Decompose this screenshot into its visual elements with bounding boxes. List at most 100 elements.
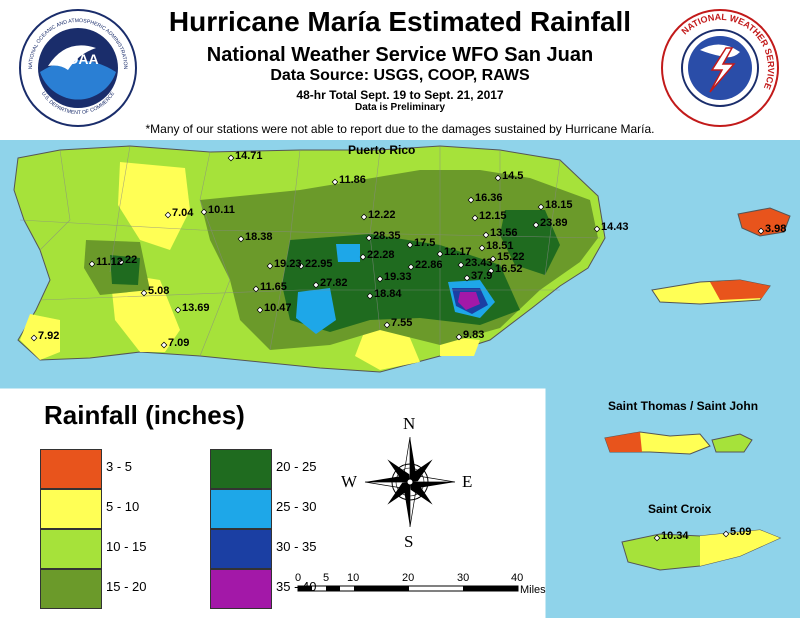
station-marker [478,244,486,252]
station-marker [88,260,96,268]
station-marker [237,235,245,243]
station-value: 7.92 [38,330,60,342]
legend-swatch [40,569,102,609]
noaa-logo: NOAA NATIONAL OCEANIC AND ATMOSPHERIC AD… [19,9,137,127]
compass-rose [364,436,456,528]
legend-label: 15 - 20 [106,579,147,594]
station-value: 14.5 [502,170,524,182]
station-marker [494,174,502,182]
legend-swatch [210,489,272,529]
station-marker [455,333,463,341]
station-marker [376,275,384,283]
data-source: Data Source: USGS, COOP, RAWS [270,67,530,84]
station-value: 7.55 [391,317,413,329]
station-marker [593,225,601,233]
station-value: 22 [125,254,138,266]
station-value: 22.86 [415,259,443,271]
culebra-island [737,207,791,237]
station-value: 18.38 [245,231,273,243]
station-value: 14.43 [601,221,629,233]
station-value: 11.12 [96,256,123,268]
station-value: 16.36 [475,192,503,204]
legend-label: 25 - 30 [276,499,317,514]
station-marker [436,250,444,258]
station-marker [537,203,545,211]
station-marker [471,214,479,222]
station-marker [117,258,125,266]
station-value: 28.35 [373,230,401,242]
header: Hurricane María Estimated Rainfall Natio… [0,0,800,140]
scale-bar [297,585,519,592]
station-marker [489,255,497,263]
legend-swatch [210,529,272,569]
period-text: 48-hr Total Sept. 19 to Sept. 21, 2017 [296,88,504,102]
legend-swatch [210,569,272,609]
scale-tick: 10 [347,572,360,584]
station-marker [487,267,495,275]
legend-label: 20 - 25 [276,459,317,474]
station-value: 11.65 [260,281,287,293]
vieques-island [651,279,771,305]
station-value: 22.28 [367,249,395,261]
station-value: 12.15 [479,210,507,222]
station-value: 18.84 [374,288,402,300]
compass-s: S [404,532,414,551]
station-value: 13.69 [182,302,210,314]
station-value: 7.09 [168,337,190,349]
legend-label: 35 - 40 [276,579,317,594]
station-marker [532,221,540,229]
puerto-rico-island [13,145,606,373]
station-value: 3.98 [765,223,787,235]
station-marker [200,208,208,216]
station-value: 19.23 [274,258,302,270]
station-marker [256,306,264,314]
station-value: 12.22 [368,209,396,221]
map-title: Hurricane María Estimated Rainfall [168,6,632,37]
station-marker [297,262,305,270]
preliminary-text: Data is Preliminary [354,102,446,113]
office-subtitle: National Weather Service WFO San Juan [206,44,594,66]
legend-swatch [210,449,272,489]
station-marker [160,341,168,349]
station-marker [227,154,235,162]
station-value: 22.95 [305,258,333,270]
station-marker [174,306,182,314]
station-markers [30,154,765,542]
station-marker [360,213,368,221]
legend-title: Rainfall (inches) [44,400,245,430]
station-value: 37.9 [471,270,493,282]
station-marker [757,227,765,235]
station-marker [252,285,260,293]
station-marker [312,281,320,289]
compass-e: E [462,472,473,491]
station-marker [164,211,172,219]
region-label-puerto-rico: Puerto Rico [348,143,416,157]
station-marker [722,530,730,538]
station-marker [331,178,339,186]
station-value: 23.89 [540,217,568,229]
compass-w: W [341,472,358,491]
station-value: 18.51 [486,240,514,252]
station-marker [482,231,490,239]
nws-logo: NATIONAL WEATHER SERVICE [661,9,779,127]
station-marker [359,253,367,261]
station-value: 10.11 [208,204,235,216]
station-value: 15.22 [497,251,525,263]
station-marker [407,263,415,271]
station-marker [140,289,148,297]
station-value: 10.34 [661,530,689,542]
station-value: 10.47 [264,302,292,314]
station-value: 17.5 [414,237,436,249]
station-marker [457,261,465,269]
station-value: 23.43 [465,257,493,269]
station-value: 19.33 [384,271,412,283]
scale-tick: 20 [402,572,415,584]
scale-tick: 40 [511,572,524,584]
legend-label: 3 - 5 [106,459,133,474]
station-value: 16.52 [495,263,523,275]
station-marker [406,241,414,249]
legend-swatch [40,489,102,529]
scale-tick: 30 [457,572,470,584]
station-value: 18.15 [545,199,573,211]
legend-label: 10 - 15 [106,539,147,554]
